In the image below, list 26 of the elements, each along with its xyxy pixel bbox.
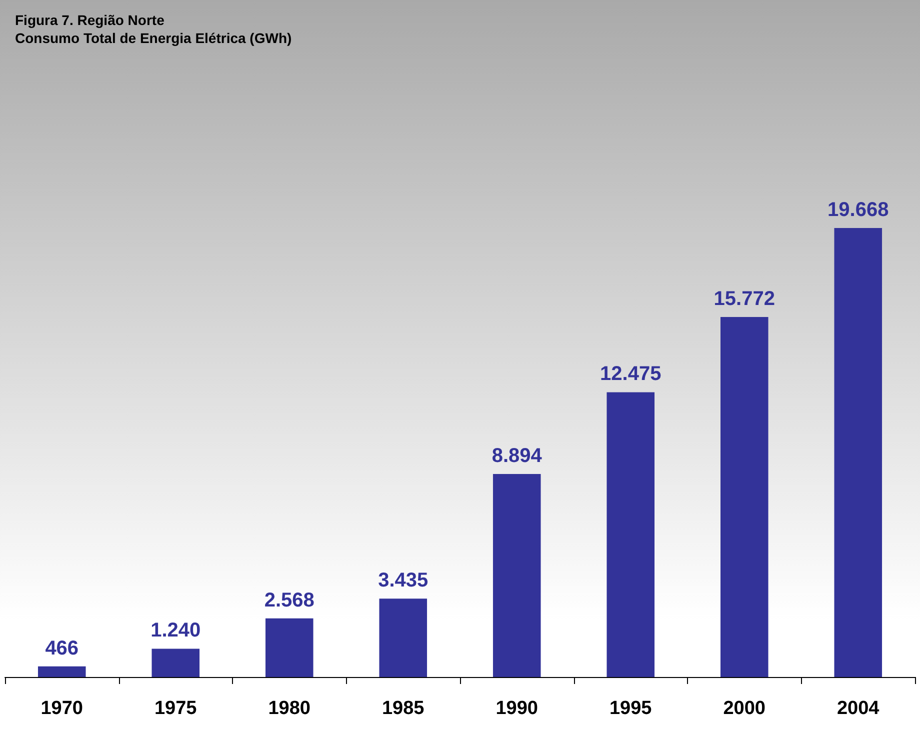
x-tick-label: 1985 (382, 698, 425, 719)
x-tick-label: 1980 (268, 698, 311, 719)
bar (265, 618, 314, 677)
bar (834, 228, 882, 677)
x-tick-label: 2004 (836, 698, 880, 719)
data-label: 466 (45, 637, 79, 660)
x-tick-label: 2000 (723, 698, 766, 719)
bar (720, 316, 768, 677)
x-tick-label: 1970 (40, 698, 84, 719)
data-label: 1.240 (150, 620, 201, 642)
data-label: 12.475 (600, 363, 662, 386)
data-label: 19.668 (828, 199, 889, 221)
data-label: 15.772 (714, 288, 775, 310)
chart-subtitle: Consumo Total de Energia Elétrica (GWh) (15, 30, 292, 46)
data-label: 2.568 (264, 589, 314, 612)
chart-title: Figura 7. Região Norte (15, 12, 165, 28)
bar (152, 648, 200, 677)
bar (492, 474, 541, 677)
bar (606, 392, 655, 677)
data-label: 3.435 (378, 570, 428, 592)
x-tick-label: 1995 (609, 698, 652, 719)
x-tick-label: 1990 (496, 698, 538, 719)
x-tick-label: 1975 (154, 698, 198, 719)
data-label: 8.894 (492, 444, 543, 467)
bar (38, 666, 86, 677)
bar (379, 598, 428, 677)
